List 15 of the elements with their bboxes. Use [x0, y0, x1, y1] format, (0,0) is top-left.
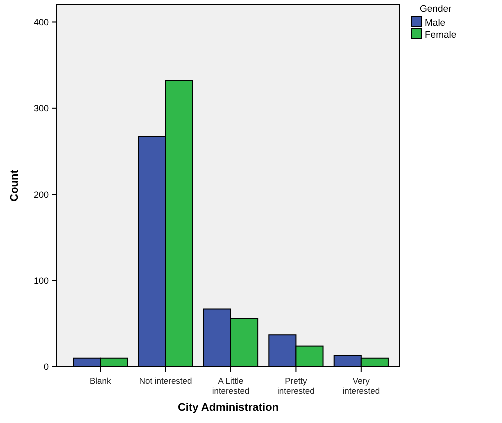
x-tick-label: Pretty interested [278, 376, 316, 396]
y-axis-title: Count [9, 170, 21, 202]
x-axis-title: City Administration [178, 402, 280, 414]
x-tick-label: Not interested [139, 376, 193, 386]
x-tick-label: A Little interested [212, 376, 250, 396]
legend-title: Gender [420, 4, 452, 15]
y-tick-label: 100 [34, 276, 49, 286]
x-tick-label: Very interested [342, 376, 380, 396]
x-tick-label: Blank [90, 376, 112, 386]
y-tick-label: 0 [44, 362, 49, 372]
legend-label: Male [425, 18, 446, 29]
y-tick-label: 200 [34, 190, 49, 200]
legend-label: Female [425, 30, 457, 41]
y-tick-label: 300 [34, 104, 49, 114]
y-tick-label: 400 [34, 17, 49, 28]
